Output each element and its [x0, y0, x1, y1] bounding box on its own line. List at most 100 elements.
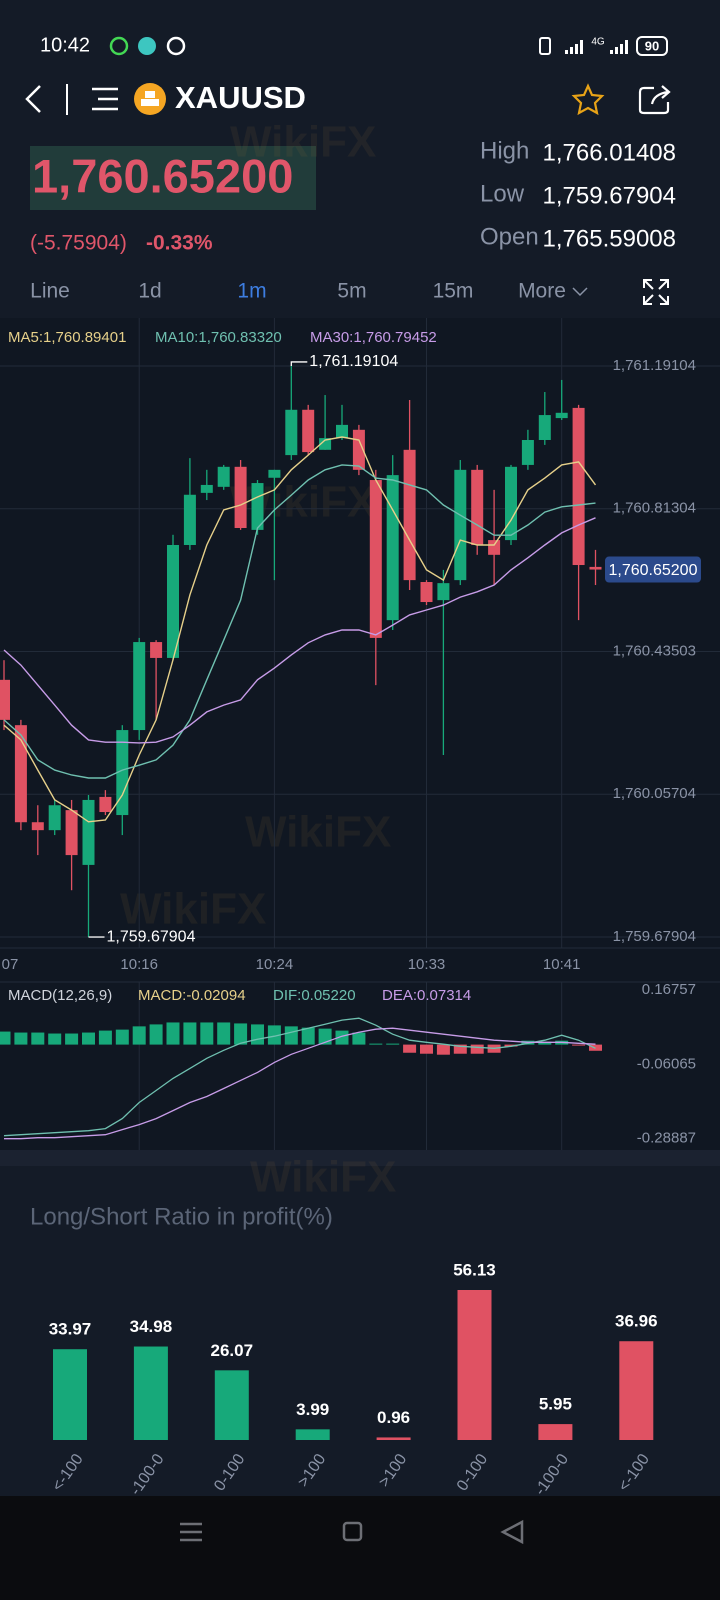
indicator-line: [4, 1027, 596, 1140]
macd-bar: [149, 1024, 163, 1045]
macd-bar: [0, 1031, 11, 1045]
candle-body: [251, 483, 264, 530]
low-label: Low: [480, 180, 525, 207]
nav-back[interactable]: [500, 1519, 524, 1545]
candle-body: [454, 469, 467, 581]
y-tick-label: 1,760.81304: [613, 500, 696, 517]
moving-average-line: [3, 517, 596, 744]
value-label: 33.97: [49, 1320, 92, 1339]
legend-entry: DEA:0.07314: [382, 987, 471, 1004]
watermark: WikiFX: [230, 118, 376, 167]
symbol: XAUUSD: [175, 80, 306, 115]
macd-bar: [14, 1032, 28, 1045]
candle-body: [403, 449, 416, 581]
timeframe-tab[interactable]: 1m: [237, 280, 266, 303]
timeframe-tab[interactable]: Line: [30, 280, 70, 303]
nav-menu[interactable]: [180, 1522, 202, 1542]
macd-bar: [470, 1044, 484, 1054]
candle-body: [471, 469, 484, 545]
watermark: WikiFX: [250, 1153, 396, 1202]
candle-body: [48, 805, 61, 831]
candle-body: [234, 466, 247, 528]
candle-body: [572, 407, 585, 566]
macd-bar: [217, 1022, 231, 1045]
open-label: Open: [480, 223, 539, 250]
ratio-bar: [53, 1349, 87, 1440]
value-label: 36.96: [615, 1312, 658, 1331]
back-button[interactable]: [25, 85, 41, 113]
legend-entry: MACD:-0.02094: [138, 987, 246, 1004]
header: XAUUSD: [25, 80, 671, 116]
y-tick-label: 1,760.05704: [613, 785, 696, 802]
watermark: WikiFX: [120, 885, 266, 934]
symbol-icon: [145, 91, 155, 98]
macd-bar: [166, 1022, 180, 1045]
y-tick-label: 1,760.43503: [613, 642, 696, 659]
timeframe-tab[interactable]: More: [518, 280, 566, 303]
fullscreen-button[interactable]: [643, 279, 669, 305]
symbol-icon: [141, 99, 159, 106]
vibrate-icon: [539, 37, 551, 55]
last-price-label: 1,760.65200: [609, 562, 698, 579]
high-label: High: [480, 137, 529, 164]
candle-body: [133, 642, 146, 731]
macd-bar: [48, 1033, 62, 1045]
battery-outline: [636, 36, 668, 56]
value-label: 3.99: [296, 1400, 329, 1419]
legend-entry: MA5:1,760.89401: [8, 329, 126, 346]
timeframe-tab[interactable]: 5m: [337, 280, 366, 303]
value-label: 26.07: [211, 1341, 254, 1360]
moving-average-line: [3, 436, 597, 823]
macd-bar: [200, 1022, 214, 1045]
price-change: (-5.75904): [30, 232, 127, 255]
macd-bar: [115, 1029, 129, 1045]
x-tick-label: 07: [2, 956, 19, 973]
candle-body: [31, 822, 44, 831]
candle-body: [167, 544, 179, 658]
candle-body: [589, 566, 602, 570]
x-tick-label: 10:24: [256, 956, 294, 973]
macd-bar: [183, 1022, 197, 1045]
candle-body: [521, 439, 534, 465]
candle-body: [319, 438, 332, 450]
section-title: Long/Short Ratio in profit(%): [30, 1203, 333, 1230]
macd-bar: [436, 1044, 450, 1055]
macd-bar: [132, 1026, 146, 1045]
timeframe-tab[interactable]: 15m: [433, 280, 474, 303]
macd-bar: [335, 1030, 349, 1045]
nav-home[interactable]: [342, 1521, 363, 1542]
x-tick-label: 10:16: [120, 956, 158, 973]
candle-body: [505, 466, 517, 541]
macd-bar: [420, 1044, 433, 1054]
nav-bar: [0, 1496, 720, 1600]
candle-body: [302, 409, 315, 453]
divider: [0, 1150, 720, 1166]
candle-body: [116, 730, 129, 816]
y-tick-label: -0.28887: [637, 1130, 696, 1147]
legend-entry: MA30:1,760.79452: [310, 329, 437, 346]
candle-body: [183, 494, 196, 545]
candle-body: [285, 409, 298, 456]
macd-bar: [369, 1043, 383, 1045]
macd-bar: [65, 1033, 79, 1045]
menu-button[interactable]: [92, 87, 118, 111]
macd-bar: [284, 1026, 298, 1045]
candle-body: [336, 424, 348, 439]
y-tick-label: 0.16757: [642, 981, 696, 998]
favorite-button[interactable]: [571, 83, 605, 116]
timeframe-tab[interactable]: 1d: [138, 280, 161, 303]
legend-entry: MA10:1,760.83320: [155, 329, 282, 346]
candle-body: [14, 725, 27, 823]
ratio-bar: [619, 1341, 654, 1440]
candle-body: [555, 412, 568, 419]
x-tick-label: 10:41: [543, 956, 581, 973]
y-tick-label: 1,761.19104: [613, 357, 696, 374]
macd-bar: [251, 1024, 264, 1045]
ratio-bar: [133, 1346, 168, 1440]
candle-body: [538, 415, 551, 440]
more-chevron: [572, 287, 588, 297]
last-price-tag: [605, 556, 701, 583]
share-button[interactable]: [638, 85, 671, 115]
y-tick-label: 1,759.67904: [613, 928, 696, 945]
